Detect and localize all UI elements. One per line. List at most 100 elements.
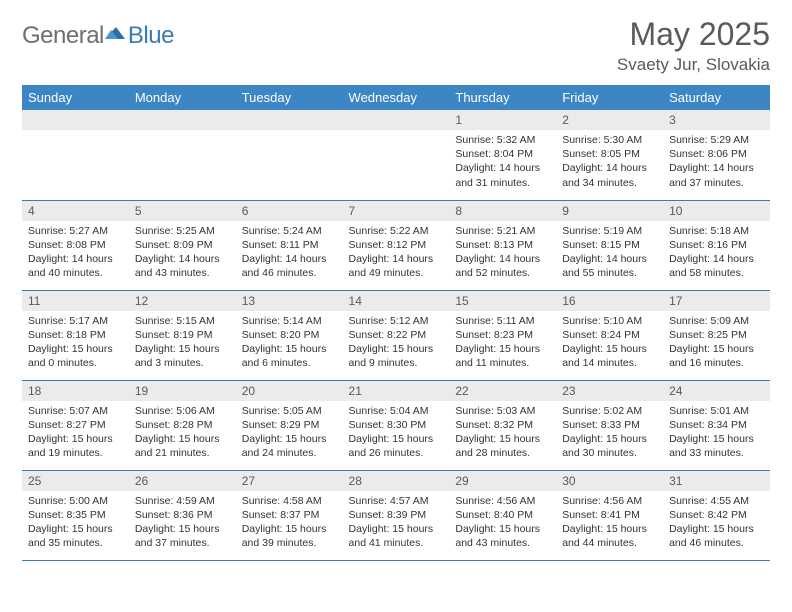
calendar-day-cell: 25Sunrise: 5:00 AMSunset: 8:35 PMDayligh… [22,470,129,560]
weekday-header: Wednesday [343,85,450,110]
day-details: Sunrise: 5:24 AMSunset: 8:11 PMDaylight:… [236,221,343,285]
calendar-day-cell: 4Sunrise: 5:27 AMSunset: 8:08 PMDaylight… [22,200,129,290]
weekday-header: Thursday [449,85,556,110]
calendar-day-cell: 18Sunrise: 5:07 AMSunset: 8:27 PMDayligh… [22,380,129,470]
header: General Blue May 2025 Svaety Jur, Slovak… [22,16,770,75]
weekday-header: Sunday [22,85,129,110]
day-number: 2 [556,110,663,130]
day-details: Sunrise: 4:56 AMSunset: 8:40 PMDaylight:… [449,491,556,555]
calendar-day-cell: 19Sunrise: 5:06 AMSunset: 8:28 PMDayligh… [129,380,236,470]
day-number: 29 [449,471,556,491]
day-number: 30 [556,471,663,491]
calendar-day-cell: 17Sunrise: 5:09 AMSunset: 8:25 PMDayligh… [663,290,770,380]
brand-logo: General Blue [22,22,174,50]
calendar-day-cell: 29Sunrise: 4:56 AMSunset: 8:40 PMDayligh… [449,470,556,560]
calendar-day-cell: 28Sunrise: 4:57 AMSunset: 8:39 PMDayligh… [343,470,450,560]
day-details: Sunrise: 5:06 AMSunset: 8:28 PMDaylight:… [129,401,236,465]
day-details: Sunrise: 5:02 AMSunset: 8:33 PMDaylight:… [556,401,663,465]
day-details: Sunrise: 5:03 AMSunset: 8:32 PMDaylight:… [449,401,556,465]
day-details: Sunrise: 5:09 AMSunset: 8:25 PMDaylight:… [663,311,770,375]
calendar-day-cell: 13Sunrise: 5:14 AMSunset: 8:20 PMDayligh… [236,290,343,380]
day-number: 24 [663,381,770,401]
day-number: 9 [556,201,663,221]
day-number: 26 [129,471,236,491]
weekday-header: Friday [556,85,663,110]
calendar-day-cell: 26Sunrise: 4:59 AMSunset: 8:36 PMDayligh… [129,470,236,560]
calendar-day-cell: . [129,110,236,200]
day-number: 28 [343,471,450,491]
day-details: Sunrise: 5:19 AMSunset: 8:15 PMDaylight:… [556,221,663,285]
calendar-day-cell: 2Sunrise: 5:30 AMSunset: 8:05 PMDaylight… [556,110,663,200]
calendar-day-cell: 3Sunrise: 5:29 AMSunset: 8:06 PMDaylight… [663,110,770,200]
day-details: Sunrise: 5:00 AMSunset: 8:35 PMDaylight:… [22,491,129,555]
day-details: Sunrise: 5:11 AMSunset: 8:23 PMDaylight:… [449,311,556,375]
day-details: Sunrise: 5:18 AMSunset: 8:16 PMDaylight:… [663,221,770,285]
calendar-day-cell: 11Sunrise: 5:17 AMSunset: 8:18 PMDayligh… [22,290,129,380]
day-details: Sunrise: 5:25 AMSunset: 8:09 PMDaylight:… [129,221,236,285]
day-details: Sunrise: 5:22 AMSunset: 8:12 PMDaylight:… [343,221,450,285]
calendar-week-row: 18Sunrise: 5:07 AMSunset: 8:27 PMDayligh… [22,380,770,470]
day-details: Sunrise: 5:29 AMSunset: 8:06 PMDaylight:… [663,130,770,194]
day-number: 18 [22,381,129,401]
day-number: 6 [236,201,343,221]
calendar-day-cell: 30Sunrise: 4:56 AMSunset: 8:41 PMDayligh… [556,470,663,560]
weekday-header: Tuesday [236,85,343,110]
day-number: 11 [22,291,129,311]
day-details: Sunrise: 4:59 AMSunset: 8:36 PMDaylight:… [129,491,236,555]
calendar-day-cell: . [236,110,343,200]
day-number: 4 [22,201,129,221]
day-number: 12 [129,291,236,311]
flag-icon [104,23,126,43]
brand-right: Blue [128,22,174,50]
calendar-day-cell: 16Sunrise: 5:10 AMSunset: 8:24 PMDayligh… [556,290,663,380]
calendar-day-cell: 24Sunrise: 5:01 AMSunset: 8:34 PMDayligh… [663,380,770,470]
calendar-day-cell: 10Sunrise: 5:18 AMSunset: 8:16 PMDayligh… [663,200,770,290]
day-number: 7 [343,201,450,221]
calendar-day-cell: 27Sunrise: 4:58 AMSunset: 8:37 PMDayligh… [236,470,343,560]
calendar-day-cell: 12Sunrise: 5:15 AMSunset: 8:19 PMDayligh… [129,290,236,380]
day-number: 31 [663,471,770,491]
day-number: 23 [556,381,663,401]
day-details: Sunrise: 5:12 AMSunset: 8:22 PMDaylight:… [343,311,450,375]
title-block: May 2025 Svaety Jur, Slovakia [617,16,770,75]
day-details: Sunrise: 5:15 AMSunset: 8:19 PMDaylight:… [129,311,236,375]
calendar-day-cell: 6Sunrise: 5:24 AMSunset: 8:11 PMDaylight… [236,200,343,290]
calendar-week-row: 11Sunrise: 5:17 AMSunset: 8:18 PMDayligh… [22,290,770,380]
day-details: Sunrise: 5:17 AMSunset: 8:18 PMDaylight:… [22,311,129,375]
calendar-day-cell: 8Sunrise: 5:21 AMSunset: 8:13 PMDaylight… [449,200,556,290]
day-details: Sunrise: 4:57 AMSunset: 8:39 PMDaylight:… [343,491,450,555]
day-number: 13 [236,291,343,311]
day-details: Sunrise: 5:07 AMSunset: 8:27 PMDaylight:… [22,401,129,465]
day-details: Sunrise: 4:56 AMSunset: 8:41 PMDaylight:… [556,491,663,555]
day-details: Sunrise: 5:27 AMSunset: 8:08 PMDaylight:… [22,221,129,285]
calendar-day-cell: 1Sunrise: 5:32 AMSunset: 8:04 PMDaylight… [449,110,556,200]
day-number: 8 [449,201,556,221]
day-number: 15 [449,291,556,311]
day-details: Sunrise: 5:01 AMSunset: 8:34 PMDaylight:… [663,401,770,465]
calendar-day-cell: 14Sunrise: 5:12 AMSunset: 8:22 PMDayligh… [343,290,450,380]
day-number: 10 [663,201,770,221]
calendar-week-row: 4Sunrise: 5:27 AMSunset: 8:08 PMDaylight… [22,200,770,290]
calendar-day-cell: 15Sunrise: 5:11 AMSunset: 8:23 PMDayligh… [449,290,556,380]
day-number: 3 [663,110,770,130]
calendar-day-cell: 20Sunrise: 5:05 AMSunset: 8:29 PMDayligh… [236,380,343,470]
day-number: 20 [236,381,343,401]
calendar-day-cell: 21Sunrise: 5:04 AMSunset: 8:30 PMDayligh… [343,380,450,470]
location: Svaety Jur, Slovakia [617,55,770,75]
day-details: Sunrise: 5:05 AMSunset: 8:29 PMDaylight:… [236,401,343,465]
calendar-day-cell: 22Sunrise: 5:03 AMSunset: 8:32 PMDayligh… [449,380,556,470]
day-number: 16 [556,291,663,311]
day-number: 27 [236,471,343,491]
calendar-week-row: 25Sunrise: 5:00 AMSunset: 8:35 PMDayligh… [22,470,770,560]
calendar-day-cell: 23Sunrise: 5:02 AMSunset: 8:33 PMDayligh… [556,380,663,470]
day-number: 14 [343,291,450,311]
day-number: 17 [663,291,770,311]
day-details: Sunrise: 5:10 AMSunset: 8:24 PMDaylight:… [556,311,663,375]
day-number: 22 [449,381,556,401]
day-number: 25 [22,471,129,491]
calendar-day-cell: 9Sunrise: 5:19 AMSunset: 8:15 PMDaylight… [556,200,663,290]
day-details: Sunrise: 4:58 AMSunset: 8:37 PMDaylight:… [236,491,343,555]
weekday-header: Monday [129,85,236,110]
day-details: Sunrise: 5:21 AMSunset: 8:13 PMDaylight:… [449,221,556,285]
day-number: 19 [129,381,236,401]
